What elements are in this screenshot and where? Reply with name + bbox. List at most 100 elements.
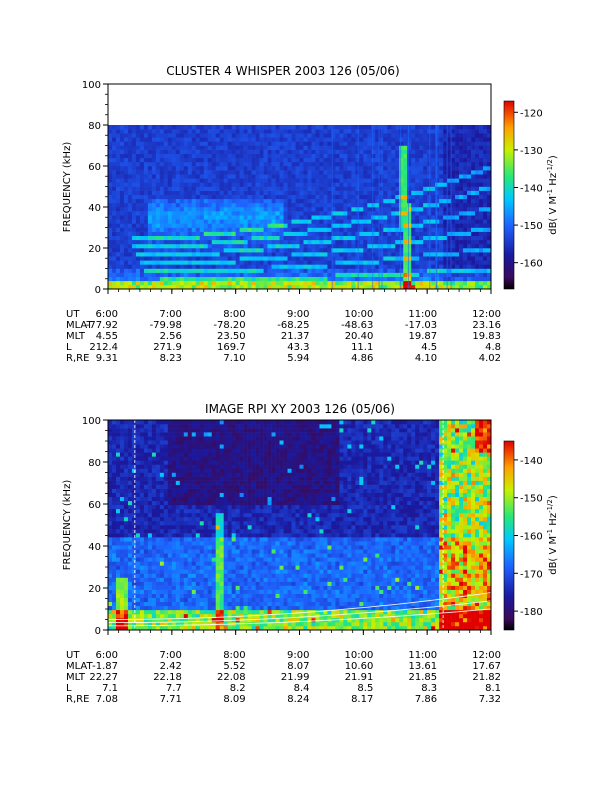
- chart-title: CLUSTER 4 WHISPER 2003 126 (05/06): [166, 64, 399, 78]
- ephemeris-value: 8.2: [230, 683, 246, 694]
- ephemeris-value: 2.56: [160, 331, 182, 342]
- ephemeris-value: 21.99: [281, 672, 310, 683]
- ephemeris-row-label: L: [66, 342, 72, 353]
- ephemeris-value: 19.83: [472, 331, 501, 342]
- colorbar-ticks: -140 -150 -160 -170 -180: [514, 456, 543, 618]
- ephemeris-value: -77.92: [86, 320, 118, 331]
- ephemeris-value: 11:00: [408, 309, 437, 320]
- ephemeris-value: 9:00: [287, 650, 309, 661]
- ephemeris-value: 17.67: [472, 661, 501, 672]
- colorbar-tick-label: -160: [520, 259, 543, 270]
- y-tick-label: 0: [95, 626, 101, 637]
- ephemeris-value: 21.91: [345, 672, 374, 683]
- y-tick-label: 20: [88, 244, 101, 255]
- ephemeris-value: 7.1: [102, 683, 118, 694]
- panel-image: IMAGE RPI XY 2003 126 (05/06) 0 20 40 60 80 1…: [62, 402, 559, 705]
- ephemeris-value: 12:00: [472, 309, 501, 320]
- ephemeris-value: 8.5: [357, 683, 373, 694]
- ephemeris-value: 4.5: [421, 342, 437, 353]
- x-axis: [107, 289, 492, 294]
- ephemeris-value: 8.24: [287, 694, 309, 705]
- ephemeris-value: 22.27: [89, 672, 118, 683]
- colorbar-tick-label: -150: [520, 494, 543, 505]
- ephemeris-value: 7.32: [479, 694, 501, 705]
- colorbar-tick-label: -160: [520, 532, 543, 543]
- ephemeris-row-label: R,RE: [66, 353, 89, 364]
- spectrogram-image: [108, 420, 492, 631]
- y-tick-label: 60: [88, 500, 101, 511]
- ephemeris-value: 10.60: [345, 661, 374, 672]
- colorbar: [503, 100, 515, 290]
- ephemeris-value: 11.1: [351, 342, 373, 353]
- ephemeris-value: -1.87: [92, 661, 118, 672]
- y-axis: 0 20 40 60 80 100: [82, 80, 108, 296]
- spectrogram-cluster: [108, 125, 492, 290]
- ephemeris-value: 8.4: [294, 683, 310, 694]
- ephemeris-row-label: MLT: [66, 331, 86, 342]
- ephemeris-value: 8.07: [287, 661, 309, 672]
- y-axis: 0 20 40 60 80 100: [82, 416, 108, 637]
- ephemeris-table: UT 6:00 7:00 8:00 9:00 10:00 11:00 12:00 MLAT -1.…: [66, 650, 501, 705]
- ephemeris-value: 22.08: [217, 672, 246, 683]
- colorbar-tick-label: -140: [520, 183, 543, 194]
- colorbar-label: dB( V M-1 Hz-1/2): [546, 495, 559, 575]
- ephemeris-value: -79.98: [150, 320, 182, 331]
- ephemeris-value: 7.71: [160, 694, 182, 705]
- ephemeris-value: 5.94: [287, 353, 309, 364]
- ephemeris-value: 20.40: [345, 331, 374, 342]
- ephemeris-value: 22.18: [153, 672, 182, 683]
- ephemeris-value: 6:00: [96, 309, 118, 320]
- ephemeris-value: -68.25: [277, 320, 309, 331]
- ephemeris-value: 21.37: [281, 331, 310, 342]
- ephemeris-value: 8.23: [160, 353, 182, 364]
- ephemeris-value: 8:00: [223, 309, 245, 320]
- colorbar-tick-label: -120: [520, 108, 543, 119]
- ephemeris-value: 4.10: [415, 353, 437, 364]
- colorbar-tick-label: -180: [520, 607, 543, 618]
- y-tick-label: 40: [88, 542, 101, 553]
- colorbar-tick-label: -130: [520, 146, 543, 157]
- panel-cluster: CLUSTER 4 WHISPER 2003 126 (05/06) 0 20 40…: [62, 64, 559, 364]
- chart-title: IMAGE RPI XY 2003 126 (05/06): [205, 402, 395, 416]
- colorbar-ticks: -120 -130 -140 -150 -160: [514, 108, 543, 270]
- ephemeris-value: 10:00: [345, 650, 374, 661]
- ephemeris-value: 8:00: [223, 650, 245, 661]
- y-tick-label: 60: [88, 162, 101, 173]
- y-axis-label: FREQUENCY (kHz): [62, 480, 73, 571]
- ephemeris-value: 212.4: [89, 342, 118, 353]
- colorbar-label: dB( V M-1 Hz-1/2): [546, 155, 559, 235]
- ephemeris-value: 21.85: [409, 672, 438, 683]
- ephemeris-value: 4.02: [479, 353, 501, 364]
- y-tick-label: 80: [88, 121, 101, 132]
- ephemeris-value: 7:00: [159, 650, 181, 661]
- ephemeris-value: 8.3: [421, 683, 437, 694]
- ephemeris-table: UT 6:00 7:00 8:00 9:00 10:00 11:00 12:00 MLAT-77…: [66, 309, 501, 364]
- x-axis: [107, 630, 492, 635]
- ephemeris-row-label: L: [66, 683, 72, 694]
- ephemeris-value: 9.31: [96, 353, 118, 364]
- colorbar-tick-label: -150: [520, 221, 543, 232]
- ephemeris-value: 6:00: [96, 650, 118, 661]
- ephemeris-value: 5.52: [223, 661, 245, 672]
- ephemeris-value: -48.63: [341, 320, 373, 331]
- ephemeris-value: 43.3: [287, 342, 309, 353]
- y-tick-label: 100: [82, 416, 101, 427]
- y-tick-label: 40: [88, 203, 101, 214]
- ephemeris-value: 2.42: [160, 661, 182, 672]
- ephemeris-value: 8.1: [485, 683, 501, 694]
- colorbar-tick-label: -140: [520, 456, 543, 467]
- ephemeris-value: 19.87: [409, 331, 438, 342]
- ephemeris-value: 8.17: [351, 694, 373, 705]
- ephemeris-value: 12:00: [472, 650, 501, 661]
- ephemeris-value: 4.55: [96, 331, 118, 342]
- ephemeris-value: 10:00: [345, 309, 374, 320]
- ephemeris-value: 7.08: [96, 694, 118, 705]
- ephemeris-row-label: MLAT: [66, 661, 93, 672]
- colorbar-tick-label: -170: [520, 569, 543, 580]
- ephemeris-row-label: UT: [66, 650, 80, 661]
- ephemeris-row-label: MLAT: [66, 320, 93, 331]
- ephemeris-value: -78.20: [213, 320, 245, 331]
- ephemeris-value: 7.10: [223, 353, 245, 364]
- y-tick-label: 0: [95, 285, 101, 296]
